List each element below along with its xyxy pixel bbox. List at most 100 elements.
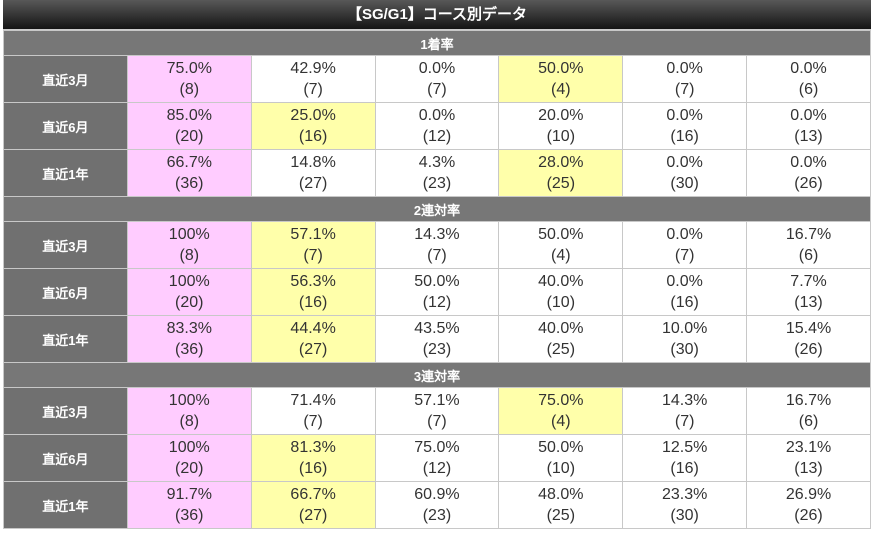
race-count: (10) (546, 294, 576, 311)
stat-cell: 71.4% (7) (250, 387, 376, 435)
race-count: (30) (670, 507, 699, 524)
rate-value: 75.0% (166, 60, 212, 77)
rate-value: 12.5% (661, 439, 708, 456)
race-count: (7) (674, 247, 695, 264)
race-count: (8) (179, 247, 200, 264)
race-count: (13) (794, 294, 823, 311)
race-count: (16) (298, 128, 328, 145)
rate-value: 56.3% (290, 273, 336, 290)
race-count: (30) (670, 341, 699, 358)
race-count: (27) (298, 507, 328, 524)
rate-value: 23.3% (661, 486, 708, 503)
rate-value: 16.7% (785, 392, 832, 409)
stat-cell: 26.9% (26) (746, 481, 871, 529)
section-header: 2連対率 (3, 196, 871, 222)
rate-value: 26.9% (785, 486, 832, 503)
stat-cell: 7.7% (13) (746, 268, 871, 316)
stat-cell: 66.7% (36) (126, 149, 252, 197)
stat-cell: 0.0% (30) (622, 149, 748, 197)
table-row: 直近3月 100% (8) 71.4% (7) 57.1% (7) 75.0% (4) 14.3%… (3, 387, 871, 435)
stat-cell: 28.0% (25) (498, 149, 624, 197)
race-count: (7) (303, 247, 323, 264)
stat-cell: 56.3% (16) (250, 268, 376, 316)
rate-value: 43.5% (414, 320, 460, 337)
race-count: (16) (670, 128, 699, 145)
stat-cell: 50.0% (4) (498, 221, 624, 269)
rate-value: 75.0% (538, 392, 584, 409)
stat-cell: 40.0% (10) (498, 268, 624, 316)
rate-value: 44.4% (290, 320, 336, 337)
stat-cell: 4.3% (23) (374, 149, 500, 197)
row-label: 直近1年 (3, 315, 128, 363)
row-label: 直近3月 (3, 221, 128, 269)
race-count: (4) (551, 413, 571, 430)
stat-cell: 25.0% (16) (250, 102, 376, 150)
rate-value: 100% (168, 226, 210, 243)
rate-value: 66.7% (290, 486, 336, 503)
rate-value: 0.0% (666, 60, 703, 77)
race-count: (25) (546, 175, 576, 192)
race-count: (27) (298, 341, 328, 358)
table-row: 直近1年 91.7% (36) 66.7% (27) 60.9% (23) 48.0% (25)… (3, 481, 871, 529)
race-count: (23) (422, 175, 452, 192)
race-count: (7) (303, 81, 323, 98)
stat-cell: 0.0% (26) (746, 149, 871, 197)
race-count: (13) (794, 128, 823, 145)
stat-cell: 57.1% (7) (250, 221, 376, 269)
rate-value: 10.0% (661, 320, 708, 337)
row-label: 直近1年 (3, 481, 128, 529)
race-count: (36) (175, 175, 204, 192)
race-count: (25) (546, 507, 576, 524)
row-label: 直近1年 (3, 149, 128, 197)
table-row: 直近3月 75.0% (8) 42.9% (7) 0.0% (7) 50.0% (4) 0.0% (… (3, 55, 871, 103)
race-count: (10) (546, 128, 576, 145)
rate-value: 16.7% (785, 226, 832, 243)
rate-value: 100% (168, 392, 210, 409)
race-count: (4) (551, 81, 571, 98)
panel-title: 【SG/G1】コース別データ (3, 0, 871, 30)
rate-value: 23.1% (785, 439, 832, 456)
stat-cell: 14.8% (27) (250, 149, 376, 197)
race-count: (6) (798, 81, 819, 98)
rate-value: 57.1% (290, 226, 336, 243)
rate-value: 25.0% (290, 107, 336, 124)
rate-value: 48.0% (538, 486, 584, 503)
rate-value: 50.0% (414, 273, 460, 290)
rate-value: 0.0% (666, 273, 703, 290)
rate-value: 100% (168, 273, 210, 290)
race-count: (6) (798, 413, 819, 430)
stat-cell: 16.7% (6) (746, 221, 871, 269)
stat-cell: 14.3% (7) (374, 221, 500, 269)
rate-value: 83.3% (166, 320, 212, 337)
stat-cell: 100% (8) (126, 221, 252, 269)
stat-cell: 23.1% (13) (746, 434, 871, 482)
race-count: (16) (670, 460, 699, 477)
race-count: (7) (303, 413, 323, 430)
stat-cell: 20.0% (10) (498, 102, 624, 150)
race-count: (16) (298, 460, 328, 477)
race-count: (16) (670, 294, 699, 311)
rate-value: 20.0% (538, 107, 584, 124)
stat-cell: 100% (20) (126, 434, 252, 482)
section-header-row: 2連対率 (3, 196, 871, 222)
stat-cell: 0.0% (7) (622, 55, 748, 103)
race-count: (16) (298, 294, 328, 311)
rate-value: 60.9% (414, 486, 460, 503)
stat-cell: 40.0% (25) (498, 315, 624, 363)
race-count: (20) (175, 294, 204, 311)
rate-value: 50.0% (538, 60, 584, 77)
race-count: (26) (794, 507, 823, 524)
rate-value: 66.7% (166, 154, 212, 171)
race-count: (8) (179, 413, 200, 430)
stat-cell: 66.7% (27) (250, 481, 376, 529)
rate-value: 42.9% (290, 60, 336, 77)
stat-cell: 50.0% (12) (374, 268, 500, 316)
section-header-row: 1着率 (3, 30, 871, 56)
stat-cell: 0.0% (16) (622, 268, 748, 316)
stat-cell: 43.5% (23) (374, 315, 500, 363)
stat-cell: 0.0% (13) (746, 102, 871, 150)
rate-value: 75.0% (414, 439, 460, 456)
rate-value: 0.0% (790, 107, 827, 124)
table-row: 直近6月 100% (20) 81.3% (16) 75.0% (12) 50.0% (10) 1… (3, 434, 871, 482)
stat-cell: 48.0% (25) (498, 481, 624, 529)
